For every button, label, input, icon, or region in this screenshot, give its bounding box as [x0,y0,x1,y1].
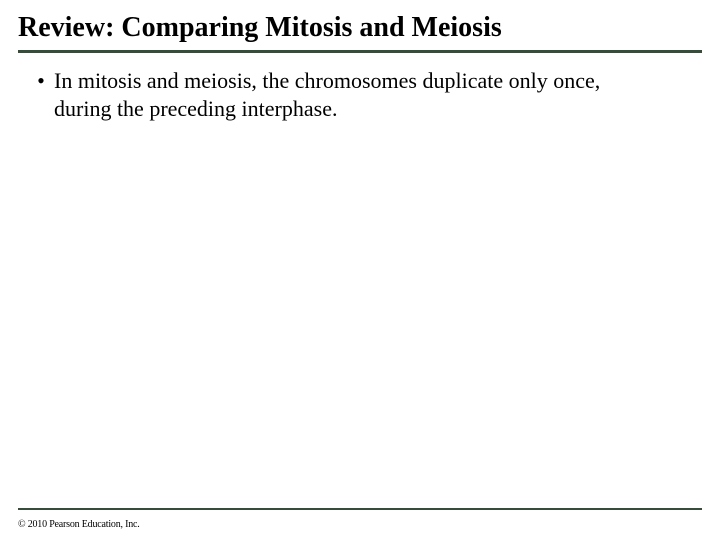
footer-underline [18,508,702,510]
slide-container: Review: Comparing Mitosis and Meiosis • … [0,0,720,540]
slide-title: Review: Comparing Mitosis and Meiosis [18,12,702,48]
copyright-text: © 2010 Pearson Education, Inc. [18,519,140,530]
bullet-item: • In mitosis and meiosis, the chromosome… [28,67,692,123]
bullet-marker: • [28,67,54,95]
slide-body: • In mitosis and meiosis, the chromosome… [18,53,702,123]
bullet-text: In mitosis and meiosis, the chromosomes … [54,67,692,123]
